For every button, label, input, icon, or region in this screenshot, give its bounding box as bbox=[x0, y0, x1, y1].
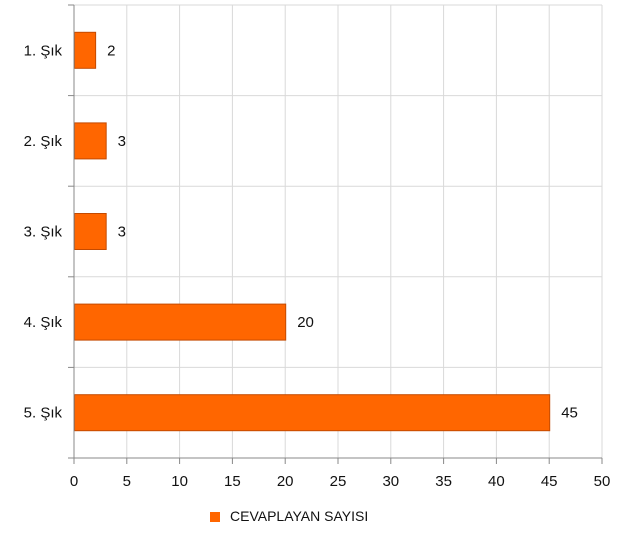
data-label: 3 bbox=[118, 133, 126, 150]
x-tick-label: 5 bbox=[123, 473, 131, 490]
x-tick-label: 50 bbox=[594, 473, 611, 490]
bar bbox=[74, 31, 97, 69]
legend: CEVAPLAYAN SAYISI bbox=[210, 508, 368, 524]
data-label: 20 bbox=[297, 314, 314, 331]
x-tick-label: 40 bbox=[488, 473, 505, 490]
x-tick-label: 30 bbox=[382, 473, 399, 490]
axes bbox=[68, 4, 603, 464]
bars bbox=[74, 31, 551, 432]
legend-swatch bbox=[210, 512, 220, 522]
data-label: 45 bbox=[561, 405, 578, 422]
bar bbox=[74, 122, 107, 160]
category-label: 5. Şık bbox=[24, 405, 63, 422]
category-label: 3. Şık bbox=[24, 224, 63, 241]
x-tick-label: 10 bbox=[171, 473, 188, 490]
category-label: 2. Şık bbox=[24, 133, 63, 150]
grid-lines bbox=[74, 4, 603, 458]
category-label: 1. Şık bbox=[24, 42, 63, 59]
category-label: 4. Şık bbox=[24, 314, 63, 331]
bar bbox=[74, 213, 107, 250]
data-label: 2 bbox=[107, 42, 115, 59]
x-tick-label: 0 bbox=[70, 473, 78, 490]
x-tick-label: 15 bbox=[224, 473, 241, 490]
x-tick-label: 45 bbox=[541, 473, 558, 490]
bar bbox=[74, 394, 551, 432]
labels: 0 5 10 15 20 25 30 35 40 45 50 1. Şık 2 2. Şık 3 3. Şık… bbox=[24, 42, 611, 490]
bar bbox=[74, 303, 287, 341]
x-tick-label: 25 bbox=[330, 473, 347, 490]
x-tick-label: 20 bbox=[277, 473, 294, 490]
legend-label: CEVAPLAYAN SAYISI bbox=[230, 508, 368, 524]
data-label: 3 bbox=[118, 224, 126, 241]
x-tick-label: 35 bbox=[435, 473, 452, 490]
